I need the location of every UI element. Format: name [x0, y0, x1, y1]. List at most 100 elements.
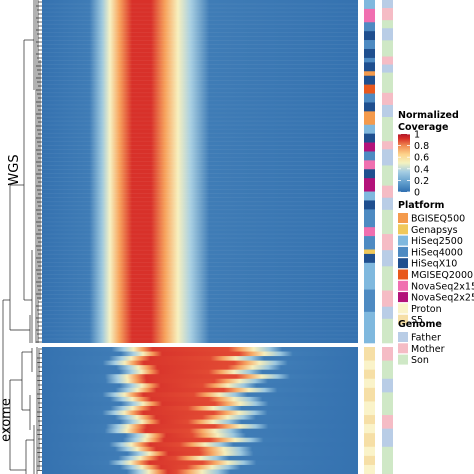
heatmap-exome-row: [42, 365, 358, 371]
platform-legend-swatch: [398, 213, 408, 223]
platform-legend-swatch: [398, 235, 408, 246]
genome-cell: [382, 64, 393, 73]
genome-cell: [382, 197, 393, 211]
heatmap-exome-row: [42, 410, 358, 416]
genome-cell: [382, 378, 393, 393]
genome-cell: [382, 318, 393, 344]
heatmap-exome-row: [42, 451, 358, 457]
platform-cell: [364, 93, 375, 103]
platform-legend-label: MGISEQ2000: [411, 270, 473, 281]
heatmap-exome-row: [42, 428, 358, 434]
platform-legend-label: S5: [411, 315, 423, 326]
genome-cell: [382, 92, 393, 106]
coverage-tick-label: 0.4: [414, 164, 429, 175]
platform-cell: [364, 415, 375, 425]
platform-cell: [364, 401, 375, 416]
genome-cell: [382, 149, 393, 166]
heatmap-exome-row: [42, 437, 358, 443]
genome-cell: [382, 290, 393, 307]
platform-cell: [364, 62, 375, 72]
group-label-wgs: WGS: [7, 154, 22, 185]
heatmap-wgs-fill: [42, 0, 358, 343]
genome-cell: [382, 8, 393, 21]
platform-cell: [364, 57, 375, 63]
coverage-tick-label: 0: [414, 188, 420, 199]
coverage-tick-label: 0.2: [414, 176, 429, 187]
platform-cell: [364, 151, 375, 161]
genome-cell: [382, 0, 393, 9]
platform-cell: [364, 369, 375, 380]
platform-legend-swatch: [398, 258, 408, 269]
platform-legend-swatch: [398, 303, 408, 314]
genome-cell: [382, 56, 393, 65]
platform-legend-label: HiSeq4000: [411, 247, 463, 258]
platform-cell: [364, 160, 375, 170]
platform-legend-label: HiSeqX10: [411, 259, 457, 270]
genome-cell: [382, 392, 393, 416]
genome-cell: [382, 117, 393, 142]
genome-cell: [382, 360, 393, 380]
panel-separator: [42, 343, 358, 347]
genome-cell: [382, 306, 393, 320]
genome-cell: [382, 428, 393, 448]
platform-legend: Platform BGISEQ500GenapsysHiSeq2500HiSeq…: [398, 200, 474, 326]
genome-cell: [382, 72, 393, 94]
platform-legend-swatch: [398, 314, 408, 325]
heatmap-exome-row: [42, 469, 358, 474]
heatmap-exome-row: [42, 419, 358, 425]
heatmap-exome-row: [42, 347, 358, 352]
heatmap-panel-wgs: [42, 0, 358, 347]
platform-cell: [364, 424, 375, 434]
coverage-legend-title-2: Coverage: [398, 122, 448, 133]
platform-cell: [364, 347, 375, 361]
platform-annotation-track: [364, 0, 375, 474]
coverage-legend: Normalized Coverage 10.80.60.40.20: [398, 110, 459, 199]
genome-cell: [382, 165, 393, 186]
genome-cell: [382, 104, 393, 118]
platform-cell: [364, 433, 375, 448]
platform-cell: [364, 311, 375, 344]
coverage-tick-label: 1: [414, 130, 420, 141]
genome-cell: [382, 28, 393, 41]
heatmap-exome-row: [42, 446, 358, 452]
heatmap-exome-row: [42, 392, 358, 398]
heatmap-exome-row: [42, 415, 358, 420]
platform-cell: [364, 75, 375, 85]
platform-cell: [364, 102, 375, 112]
platform-cell: [364, 227, 375, 237]
genome-legend-label: Mother: [411, 344, 445, 355]
heatmap-exome-row: [42, 464, 358, 470]
platform-legend-label: BGISEQ500: [411, 214, 465, 225]
platform-cell: [364, 455, 375, 466]
genome-legend-title: Genome: [398, 319, 442, 330]
platform-cell: [364, 71, 375, 77]
platform-cell: [364, 49, 375, 59]
platform-cell: [364, 236, 375, 250]
platform-cell: [364, 262, 375, 290]
platform-cell: [364, 84, 375, 94]
genome-legend-label: Son: [411, 355, 429, 366]
platform-cell: [364, 178, 375, 192]
heatmap-exome-row: [42, 369, 358, 375]
platform-legend-label: NovaSeq2x150: [411, 281, 474, 292]
coverage-color-bar: [398, 134, 410, 192]
genome-cell: [382, 347, 393, 361]
platform-legend-label: Genapsys: [411, 225, 458, 236]
heatmap-exome-row: [42, 396, 358, 402]
row-dendrogram: [2, 0, 42, 474]
genome-cell: [382, 40, 393, 57]
platform-cell: [364, 249, 375, 255]
genome-cell: [382, 20, 393, 29]
genome-annotation-track: [382, 0, 393, 474]
platform-cell: [364, 40, 375, 50]
heatmap-exome-row: [42, 356, 358, 362]
platform-cell: [364, 387, 375, 402]
genome-cell: [382, 141, 393, 150]
platform-cell: [364, 8, 375, 23]
platform-legend-swatch: [398, 224, 408, 235]
heatmap-exome-row: [42, 460, 358, 466]
platform-cell: [364, 378, 375, 389]
genome-legend-swatch: [398, 332, 408, 342]
